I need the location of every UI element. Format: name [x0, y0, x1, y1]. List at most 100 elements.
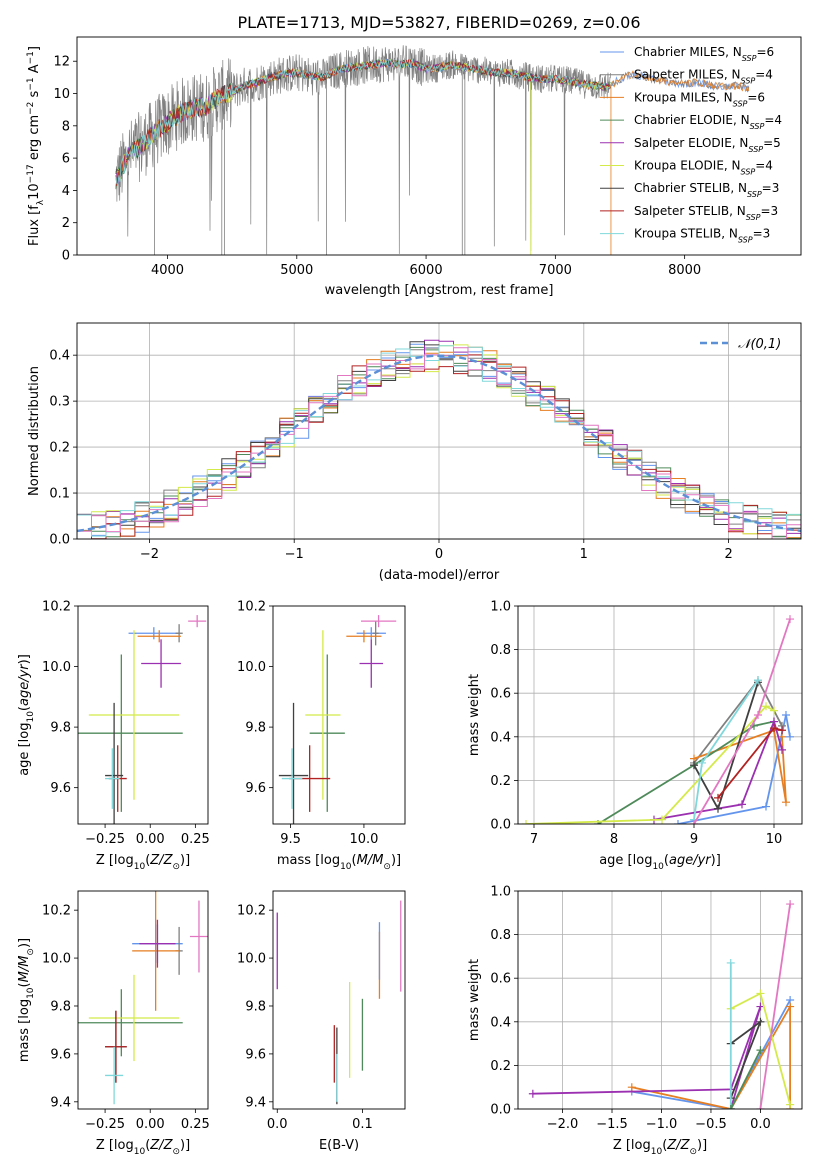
age-vs-mass-xlabel-part: 10 — [340, 862, 352, 872]
mw-vs-age-xlabel-part: ( — [664, 853, 669, 868]
mass-weight-marker — [658, 815, 666, 824]
mw-vs-Z-xlabel-part: 10 — [651, 1147, 663, 1157]
mw_vs_age-ytick-label: 0.0 — [490, 818, 511, 833]
mass-vs-Z-xlabel-part: ⊙ — [172, 1147, 180, 1157]
mass-vs-Z-xlabel-part: 10 — [134, 1147, 146, 1157]
mass-vs-Z-ylabel-part: ( — [17, 982, 32, 987]
spectrum-ylabel-part: A — [27, 64, 42, 77]
mw-vs-age-xlabel-part: age/yr — [669, 853, 712, 868]
mass_vs_Z-axes: −0.25 0.00 0.25 9.4 9.6 9.8 10.0 10.2 — [42, 904, 210, 1132]
legend-label-eq: =4 — [755, 68, 773, 82]
mass-weight-marker — [778, 726, 786, 735]
mass_vs_Z-xtick-label: 0.00 — [136, 1117, 165, 1132]
mw-vs-age-xlabel-part: age [log — [599, 853, 652, 868]
mass-weight-line — [631, 1003, 791, 1109]
legend-label-eq: =3 — [753, 227, 771, 241]
spectrum-lines — [115, 45, 750, 255]
spectrum-ytick-label: 2 — [62, 216, 70, 231]
spectrum-ylabel-part: 10 — [27, 183, 42, 200]
age_vs_mass-ytick-label: 10.0 — [237, 660, 266, 675]
legend-label: Salpeter MILES, NSSP=4 — [634, 68, 773, 86]
mw_vs_Z-xtick-label: −1.0 — [646, 1117, 678, 1132]
mw_vs_age-ylabel: mass weight — [467, 674, 482, 756]
mass-vs-Z-ylabel: mass [log10(M/M⊙)] — [17, 938, 36, 1062]
age_vs_Z-xtick-label: 0.00 — [136, 832, 165, 847]
legend-label-name: Chabrier ELODIE, N — [634, 113, 750, 127]
mw_vs_Z-series — [528, 900, 795, 1109]
legend-label-sub: SSP — [741, 76, 756, 85]
mass-weight-line — [759, 903, 791, 1109]
mass-weight-marker — [754, 711, 762, 719]
mw_vs_Z-xtick-label: −0.5 — [695, 1117, 727, 1132]
legend-label: Salpeter ELODIE, NSSP=5 — [634, 136, 781, 154]
age-vs-mass-xlabel-part: M/M — [357, 853, 384, 868]
residuals-frame — [76, 322, 802, 540]
mass-weight-marker — [770, 724, 778, 733]
mass-vs-Z-ylabel-part: 10 — [26, 987, 36, 999]
mass-weight-line — [677, 714, 791, 824]
mass-weight-marker — [754, 676, 762, 685]
legend-label: Chabrier ELODIE, NSSP=4 — [634, 113, 782, 131]
age-vs-Z-xlabel-part: Z/Z — [149, 853, 173, 868]
mass-weight-marker — [714, 793, 722, 802]
legend-label-sub: SSP — [741, 167, 756, 176]
residuals-xtick-label: −1 — [285, 547, 304, 562]
legend-label-name: Chabrier STELIB, N — [634, 181, 747, 195]
mass-weight-marker — [786, 732, 794, 741]
mw-vs-age-xlabel-part: )] — [711, 853, 721, 868]
age-vs-Z-ylabel-part: 10 — [26, 711, 36, 723]
legend-label: Kroupa ELODIE, NSSP=4 — [634, 159, 773, 177]
spectrum-ylabel-part: −1 — [26, 77, 36, 90]
mass-vs-Z-ylabel-part: ⊙ — [26, 948, 36, 956]
legend-label-sub: SSP — [742, 54, 757, 63]
mw_vs_Z-xtick-label: −2.0 — [547, 1117, 579, 1132]
legend-label-sub: SSP — [747, 190, 762, 199]
mw-vs-Z-xlabel-part: ⊙ — [689, 1147, 697, 1157]
mass-weight-marker — [762, 802, 770, 811]
legend-label-sub: SSP — [746, 212, 761, 221]
age-vs-Z-ylabel-part: age [log — [17, 723, 32, 776]
mass-vs-ebv-xlabel: E(B-V) — [319, 1138, 359, 1153]
mass_vs_ebv-xtick-label: 0.1 — [352, 1117, 373, 1132]
mass-vs-Z-xlabel: Z [log10(Z/Z⊙)] — [96, 1138, 190, 1157]
residuals-xlabel: (data-model)/error — [379, 568, 500, 583]
mass-weight-marker — [786, 615, 794, 624]
mw_vs_Z-ytick-label: 0.4 — [490, 1015, 511, 1030]
mw_vs_age-frame — [517, 605, 803, 825]
residuals-ytick-label: 0.3 — [49, 395, 70, 410]
legend-label-sub: SSP — [738, 235, 753, 244]
mass-vs-Z-xlabel-part: )] — [180, 1138, 190, 1153]
mw_vs_age-ytick-label: 0.6 — [490, 687, 511, 702]
residuals-xtick-label: 1 — [580, 547, 588, 562]
spectrum-ylabel-part: −2 — [26, 102, 36, 115]
mass-weight-marker — [522, 820, 530, 824]
mass_vs_ebv-xtick-label: 0.0 — [267, 1117, 288, 1132]
mass_vs_Z-xtick-label: 0.25 — [181, 1117, 210, 1132]
legend-label-name: Salpeter STELIB, N — [634, 204, 746, 218]
mass-weight-marker — [778, 745, 786, 754]
mass-weight-marker — [756, 989, 765, 998]
mw_vs_Z-frame — [517, 890, 803, 1110]
residuals-xtick-label: 2 — [724, 547, 732, 562]
legend-label-eq: =6 — [747, 90, 765, 104]
legend-label-sub: SSP — [733, 99, 748, 108]
mw_vs_Z-ylabel: mass weight — [467, 959, 482, 1041]
mass_vs_ebv-points — [276, 900, 402, 1105]
age_vs_Z-xtick-label: −0.25 — [85, 832, 125, 847]
mass_vs_Z-frame — [77, 890, 209, 1110]
legend-label-eq: =3 — [760, 204, 778, 218]
mass_vs_ebv-ytick-label: 9.8 — [245, 999, 266, 1014]
residuals-ylabel: Normed distribution — [27, 366, 42, 496]
spectrum-ylabel-part: Flux [f — [27, 205, 42, 246]
spectrum-xtick-label: 4000 — [151, 263, 184, 278]
legend-label-name: Kroupa ELODIE, N — [634, 159, 741, 173]
residuals-ytick-label: 0.1 — [49, 487, 70, 502]
legend-label-eq: =3 — [762, 181, 780, 195]
mass_vs_Z-ytick-label: 9.8 — [50, 999, 71, 1014]
age_vs_mass-xtick-label: 10.0 — [349, 832, 378, 847]
spectrum-ylabel-part: erg cm — [27, 115, 42, 164]
mw_vs_age-ytick-label: 0.4 — [490, 730, 511, 745]
legend-label: Salpeter STELIB, NSSP=3 — [634, 204, 778, 222]
legend-label-name: Chabrier MILES, N — [634, 45, 742, 59]
